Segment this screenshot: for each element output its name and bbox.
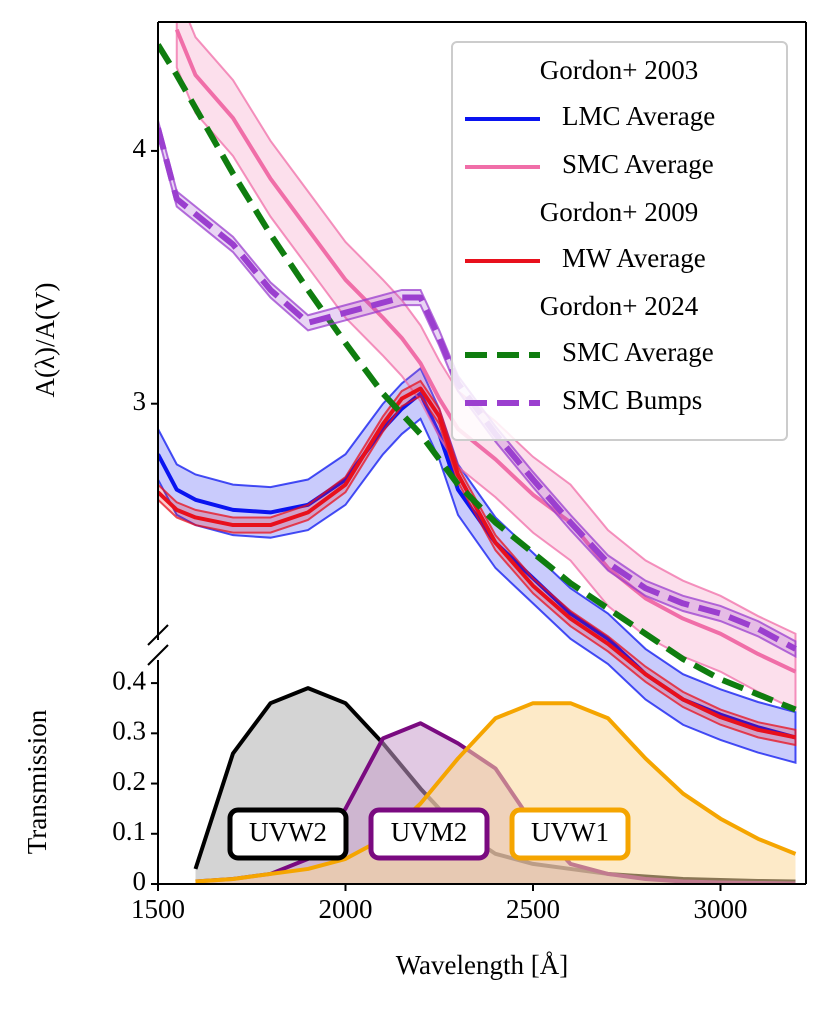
filter-label: UVW1 — [531, 817, 609, 847]
y-axis-label: A(λ)/A(V) — [30, 282, 60, 397]
y-tick-label: 0.2 — [112, 766, 146, 796]
filter-label-box — [227, 807, 349, 861]
series-line — [174, 28, 797, 674]
x-tick-label: 2500 — [506, 894, 560, 924]
axis-break — [147, 644, 169, 666]
axis-break — [147, 624, 169, 646]
y-tick-label: 4 — [133, 133, 147, 163]
y-tick-label: 0 — [133, 866, 147, 896]
x-tick-label: 2000 — [319, 894, 373, 924]
series-line — [158, 386, 796, 740]
legend-group-title: Gordon+ 2024 — [540, 291, 699, 321]
x-axis-label: Wavelength [Å] — [396, 950, 569, 980]
y-tick-label: 3 — [133, 386, 147, 416]
legend-box — [451, 41, 788, 441]
legend-label: MW Average — [562, 243, 706, 273]
y-axis-label: Transmission — [22, 709, 52, 854]
y-tick-label: 0.3 — [112, 716, 146, 746]
x-tick-label: 3000 — [694, 894, 748, 924]
area-fill — [195, 703, 796, 884]
area-line — [195, 701, 797, 884]
legend-label: LMC Average — [562, 101, 715, 131]
error-band — [158, 120, 797, 659]
legend-label: SMC Average — [562, 149, 714, 179]
y-tick-label: 0.4 — [112, 665, 146, 695]
filter-label: UVW2 — [249, 817, 327, 847]
legend-label: SMC Average — [562, 337, 714, 367]
legend-label: SMC Bumps — [562, 385, 702, 415]
plot — [158, 22, 797, 764]
filter-label-box — [368, 807, 490, 861]
x-tick-label: 1500 — [131, 894, 185, 924]
y-tick-label: 0.1 — [112, 816, 146, 846]
filter-label: UVM2 — [391, 817, 468, 847]
series-line — [158, 127, 797, 652]
legend-group-title: Gordon+ 2009 — [540, 197, 698, 227]
filter-label-box — [509, 807, 631, 861]
legend: Gordon+ 2003 LMC Average SMC Average Gordon… — [451, 41, 788, 441]
error-band — [158, 379, 797, 747]
series-line — [158, 43, 797, 713]
legend-group-title: Gordon+ 2003 — [540, 55, 698, 85]
